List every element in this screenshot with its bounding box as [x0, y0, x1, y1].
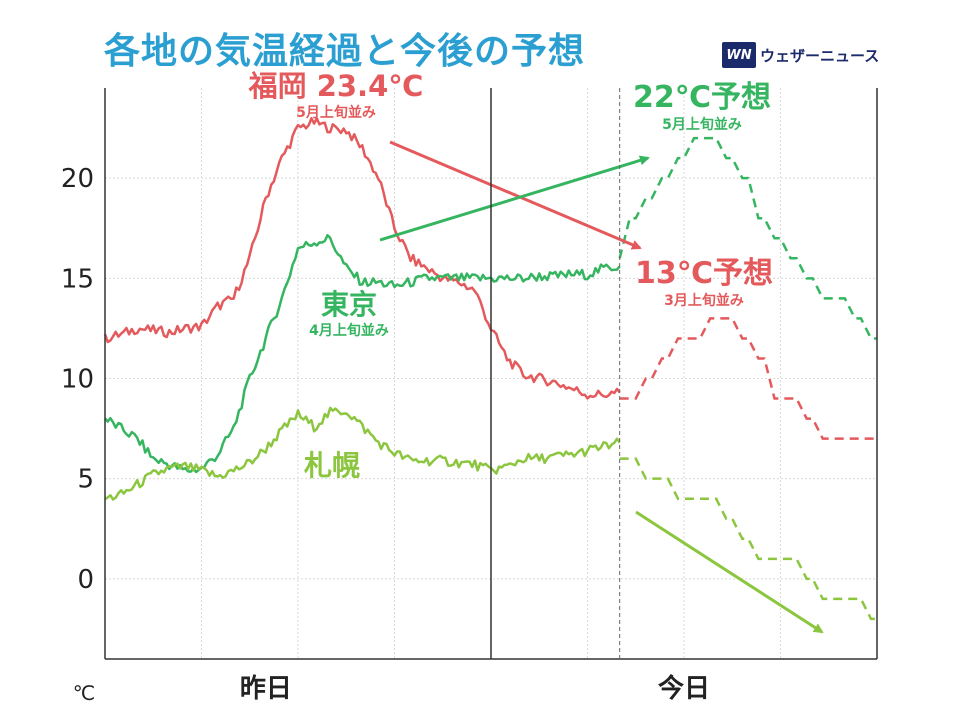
tokyo-note: 4月上旬並み	[309, 323, 389, 339]
weathernews-logo-icon: WN	[722, 42, 756, 68]
fukuoka-forecast-note: 3月上旬並み	[664, 293, 744, 309]
y-tick-label: 0	[77, 565, 94, 595]
forecast-line-札幌	[619, 457, 877, 621]
fukuoka-label: 福岡 23.4℃ 5月上旬並み	[236, 68, 436, 122]
fukuoka-forecast-label: 13℃予想 3月上旬並み	[614, 256, 794, 310]
chart-title: 各地の気温経過と今後の予想	[104, 31, 586, 72]
tokyo-forecast-name: 22℃予想	[632, 80, 772, 115]
fukuoka-trend-arrow	[389, 140, 642, 250]
tokyo-name: 東京	[320, 288, 377, 321]
brand-name: ウェザーニュース	[760, 46, 880, 65]
series-layer	[103, 117, 877, 621]
sapporo-name: 札幌	[303, 449, 360, 482]
tokyo-forecast-note: 5月上旬並み	[662, 117, 742, 133]
y-tick-label: 15	[61, 264, 94, 294]
forecast-line-東京	[618, 136, 877, 340]
tokyo-trend-arrow	[379, 155, 650, 242]
fukuoka-forecast-name: 13℃予想	[634, 256, 774, 291]
y-tick-label: 10	[61, 365, 94, 395]
sapporo-label: 札幌	[282, 448, 382, 484]
y-tick-label: 20	[61, 164, 94, 194]
y-tick-label: 5	[77, 465, 94, 495]
axes: 0 5 10 15 20 ℃ 昨日 今日	[61, 88, 878, 705]
brand: WN ウェザーニュース	[722, 40, 879, 70]
x-category-label: 今日	[658, 673, 710, 704]
sapporo-trend-arrow	[635, 510, 824, 634]
forecast-line-福岡	[619, 317, 877, 440]
fukuoka-name: 福岡 23.4℃	[248, 69, 424, 103]
trend-arrows	[379, 140, 824, 634]
x-category-label: 昨日	[240, 674, 292, 704]
observed-line-福岡	[103, 117, 621, 400]
y-unit-label: ℃	[73, 681, 95, 705]
tokyo-label: 東京 4月上旬並み	[284, 288, 414, 340]
observed-line-札幌	[104, 406, 621, 501]
tokyo-forecast-label: 22℃予想 5月上旬並み	[612, 80, 792, 134]
observed-line-東京	[104, 233, 621, 474]
fukuoka-note: 5月上旬並み	[296, 105, 376, 121]
